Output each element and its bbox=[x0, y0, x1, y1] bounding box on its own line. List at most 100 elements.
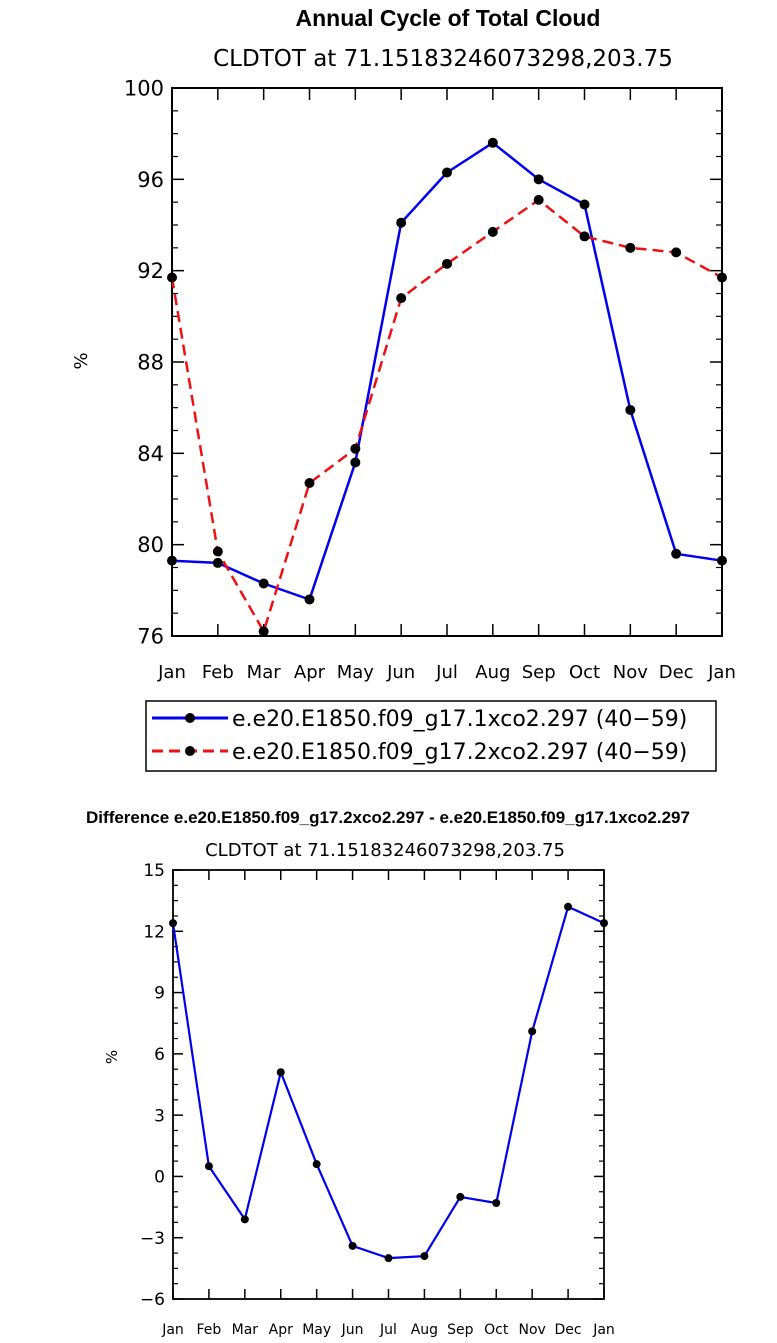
series-1-point bbox=[240, 1215, 249, 1224]
series-1-point bbox=[396, 217, 407, 228]
series-2-point bbox=[442, 258, 452, 269]
x-tick-label: Sep bbox=[522, 662, 556, 683]
y-tick-label: 88 bbox=[137, 351, 164, 375]
series-2-point bbox=[258, 626, 269, 637]
series-2-point bbox=[487, 226, 498, 237]
series-1-point bbox=[350, 457, 361, 468]
top-chart-title: Annual Cycle of Total Cloud bbox=[296, 5, 601, 31]
y-tick-label: 15 bbox=[143, 861, 165, 881]
series-1-point bbox=[625, 404, 636, 415]
x-tick-label: Mar bbox=[247, 662, 282, 683]
x-tick-label: Dec bbox=[659, 662, 694, 683]
series-1-point bbox=[276, 1068, 285, 1077]
x-tick-label: Jan bbox=[161, 1322, 184, 1338]
series-1-point bbox=[258, 578, 269, 589]
y-tick-label: 76 bbox=[137, 625, 164, 649]
x-tick-label: Apr bbox=[294, 662, 326, 683]
x-tick-label: Nov bbox=[519, 1322, 546, 1338]
y-tick-label: 0 bbox=[154, 1168, 165, 1188]
legend-label-series-1: e.e20.E1850.f09_g17.1xco2.297 (40−59) bbox=[232, 707, 687, 732]
series-1-point bbox=[579, 199, 590, 210]
legend-marker-series-2 bbox=[185, 746, 195, 756]
bottom-chart-subtitle: CLDTOT at 71.15183246073298,203.75 bbox=[205, 840, 565, 861]
x-tick-label: Jul bbox=[435, 662, 458, 683]
x-tick-label: Apr bbox=[269, 1322, 293, 1338]
series-1-point bbox=[600, 919, 608, 928]
x-tick-label: Dec bbox=[555, 1322, 582, 1338]
bottom-chart: Difference e.e20.E1850.f09_g17.2xco2.297… bbox=[86, 808, 690, 1338]
series-2-point bbox=[304, 478, 315, 489]
series-1-point bbox=[304, 594, 315, 605]
series-1-point bbox=[348, 1241, 357, 1250]
y-tick-label: 12 bbox=[143, 922, 165, 942]
legend-box bbox=[145, 700, 717, 772]
x-tick-label: Sep bbox=[447, 1322, 474, 1338]
x-tick-label: Jun bbox=[386, 662, 415, 683]
x-tick-label: Feb bbox=[202, 662, 234, 683]
y-tick-label: 92 bbox=[137, 259, 164, 283]
x-tick-label: May bbox=[302, 1322, 331, 1338]
series-2-point bbox=[167, 272, 177, 283]
series-1-point bbox=[456, 1192, 465, 1201]
series-2-point bbox=[533, 194, 544, 205]
y-tick-label: −6 bbox=[140, 1290, 165, 1310]
y-tick-label: 3 bbox=[154, 1106, 165, 1126]
series-1-point bbox=[384, 1254, 393, 1263]
top-chart-legend: e.e20.E1850.f09_g17.1xco2.297 (40−59) e.… bbox=[145, 700, 717, 772]
x-tick-label: Oct bbox=[569, 662, 600, 683]
x-tick-label: Jan bbox=[707, 662, 736, 683]
plot-frame bbox=[172, 869, 605, 1300]
x-tick-label: Mar bbox=[232, 1322, 259, 1338]
bottom-chart-plot: −6 −3 0 3 6 9 12 15 Jan Feb Mar Apr May Jun Jul Aug Sep O… bbox=[140, 861, 615, 1338]
y-tick-label: 96 bbox=[137, 168, 164, 192]
y-tick-label: −3 bbox=[140, 1229, 165, 1249]
series-1-point bbox=[167, 555, 177, 566]
series-1-point bbox=[528, 1027, 537, 1036]
series-1-point bbox=[204, 1162, 213, 1171]
x-tick-label: Aug bbox=[475, 662, 510, 683]
series-line-1 bbox=[171, 141, 723, 601]
y-tick-label: 6 bbox=[154, 1045, 165, 1065]
x-tick-label: Jan bbox=[157, 662, 186, 683]
series-line-1 bbox=[171, 905, 605, 1260]
series-1-point bbox=[487, 137, 498, 148]
bottom-chart-ylabel: % bbox=[103, 1050, 121, 1064]
series-2-point bbox=[396, 293, 407, 304]
series-1-point bbox=[492, 1198, 501, 1207]
series-2-point bbox=[625, 242, 636, 253]
top-chart: Annual Cycle of Total Cloud CLDTOT at 71… bbox=[71, 5, 736, 683]
series-1-point bbox=[442, 167, 452, 178]
series-2-point bbox=[717, 272, 727, 283]
x-tick-label: Oct bbox=[484, 1322, 509, 1338]
x-tick-label: Feb bbox=[197, 1322, 222, 1338]
top-chart-ylabel: % bbox=[71, 352, 92, 369]
series-1-point bbox=[533, 174, 544, 185]
series-1-point bbox=[169, 919, 177, 928]
series-1-point bbox=[420, 1252, 429, 1261]
y-tick-label: 80 bbox=[137, 533, 164, 557]
series-1-point bbox=[312, 1160, 321, 1169]
x-tick-label: Nov bbox=[613, 662, 648, 683]
legend-marker-series-1 bbox=[185, 713, 195, 723]
y-tick-label: 84 bbox=[137, 442, 164, 466]
series-1-point bbox=[212, 557, 223, 568]
legend-label-series-2: e.e20.E1850.f09_g17.2xco2.297 (40−59) bbox=[232, 740, 687, 765]
top-chart-subtitle: CLDTOT at 71.15183246073298,203.75 bbox=[213, 46, 673, 72]
y-tick-label: 9 bbox=[154, 984, 165, 1004]
series-1-point bbox=[671, 548, 682, 559]
x-tick-label: Aug bbox=[411, 1322, 438, 1338]
series-1-point bbox=[717, 555, 727, 566]
y-tick-label: 100 bbox=[124, 77, 164, 101]
series-1-point bbox=[564, 902, 573, 911]
bottom-chart-title: Difference e.e20.E1850.f09_g17.2xco2.297… bbox=[86, 808, 690, 827]
series-2-point bbox=[579, 231, 590, 242]
series-2-point bbox=[350, 443, 361, 454]
x-tick-label: Jun bbox=[341, 1322, 364, 1338]
series-2-point bbox=[671, 247, 682, 258]
x-tick-label: Jan bbox=[592, 1322, 615, 1338]
x-tick-label: May bbox=[337, 662, 375, 683]
top-chart-plot: 76 80 84 88 92 96 100 Jan Feb Mar Apr May Jun Jul Aug S… bbox=[124, 77, 736, 683]
x-tick-label: Jul bbox=[379, 1322, 397, 1338]
series-2-point bbox=[212, 546, 223, 557]
